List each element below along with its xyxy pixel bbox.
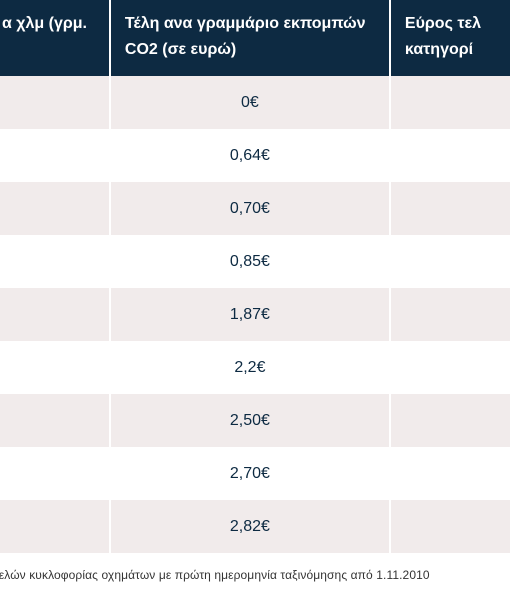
header-fee-range-line1: Εύρος τελ — [404, 15, 481, 32]
cell-emissions — [0, 341, 110, 394]
fees-table-container: α χλμ (γρμ. Τέλη ανα γραμμάριο εκπομπών … — [0, 0, 510, 553]
cell-fee-range — [388, 76, 510, 129]
header-emissions: α χλμ (γρμ. — [0, 0, 110, 76]
table-row: 2,70€ — [0, 447, 510, 500]
table-row: 2,82€ — [0, 500, 510, 553]
cell-emissions — [0, 288, 110, 341]
cell-emissions — [0, 76, 110, 129]
cell-fee-range — [388, 182, 510, 235]
cell-fee-per-gram: 0,85€ — [108, 235, 390, 288]
cell-emissions — [0, 129, 110, 182]
table-body: 0€ 0,64€ 0,70€ 0,85€ 1,87€ 2,2€ 2,50€ 2,70€ 2,82… — [0, 76, 510, 553]
table-row: 0,70€ — [0, 182, 510, 235]
cell-emissions — [0, 182, 110, 235]
table-row: 0,64€ — [0, 129, 510, 182]
cell-emissions — [0, 394, 110, 447]
cell-fee-range — [388, 394, 510, 447]
table-header-row: α χλμ (γρμ. Τέλη ανα γραμμάριο εκπομπών … — [0, 0, 510, 76]
cell-fee-per-gram: 0,70€ — [108, 182, 390, 235]
table-row: 1,87€ — [0, 288, 510, 341]
header-fee-per-gram-line1: Τέλη ανα γραμμάριο εκπομπών — [124, 15, 366, 32]
cell-emissions — [0, 235, 110, 288]
table-caption: τελών κυκλοφορίας οχημάτων με πρώτη ημερ… — [0, 568, 430, 582]
table-row: 0€ — [0, 76, 510, 129]
table-row: 0,85€ — [0, 235, 510, 288]
header-emissions-line1: α χλμ (γρμ. — [2, 15, 87, 32]
cell-fee-per-gram: 2,82€ — [108, 500, 390, 553]
table-row: 2,50€ — [0, 394, 510, 447]
cell-fee-range — [388, 447, 510, 500]
cell-fee-range — [388, 341, 510, 394]
cell-emissions — [0, 447, 110, 500]
co2-fees-table: α χλμ (γρμ. Τέλη ανα γραμμάριο εκπομπών … — [0, 0, 510, 553]
cell-fee-per-gram: 2,50€ — [108, 394, 390, 447]
cell-fee-range — [388, 129, 510, 182]
header-fee-per-gram-line2: CO2 (σε ευρώ) — [124, 41, 237, 58]
header-fee-range: Εύρος τελ κατηγορί — [388, 0, 510, 76]
cell-fee-range — [388, 235, 510, 288]
cell-fee-range — [388, 500, 510, 553]
cell-fee-per-gram: 0,64€ — [108, 129, 390, 182]
cell-fee-range — [388, 288, 510, 341]
table-row: 2,2€ — [0, 341, 510, 394]
cell-emissions — [0, 500, 110, 553]
cell-fee-per-gram: 1,87€ — [108, 288, 390, 341]
cell-fee-per-gram: 2,70€ — [108, 447, 390, 500]
cell-fee-per-gram: 0€ — [108, 76, 390, 129]
header-fee-range-line2: κατηγορί — [404, 41, 474, 58]
cell-fee-per-gram: 2,2€ — [108, 341, 390, 394]
header-fee-per-gram: Τέλη ανα γραμμάριο εκπομπών CO2 (σε ευρώ… — [108, 0, 390, 76]
